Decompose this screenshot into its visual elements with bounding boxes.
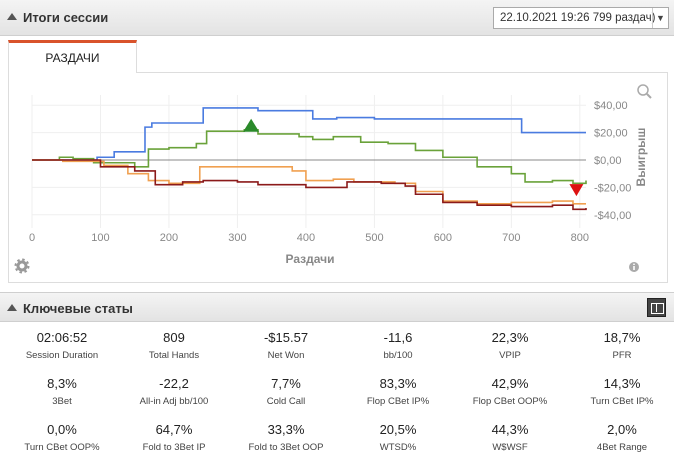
info-icon[interactable] xyxy=(629,262,639,272)
key-stats-header: Ключевые статы xyxy=(0,292,674,322)
x-tick-label: 100 xyxy=(91,232,109,244)
stat-item: 83,3% Flop CBet IP% xyxy=(342,376,454,407)
x-tick-label: 200 xyxy=(160,232,178,244)
stat-value: -11,6 xyxy=(383,330,413,345)
stat-value: 64,7% xyxy=(155,422,193,437)
stat-item: -$15.57 Net Won xyxy=(230,330,342,361)
y-tick-label: $20,00 xyxy=(594,128,628,140)
session-summary-header: Итоги сессии 22.10.2021 19:26 799 раздач… xyxy=(0,0,674,36)
stat-label: Fold to 3Bet IP xyxy=(142,442,206,453)
stat-label: Turn CBet OOP% xyxy=(24,442,100,453)
stat-item: 809 Total Hands xyxy=(118,330,230,361)
stat-value: 33,3% xyxy=(267,422,305,437)
stat-label: All-in Adj bb/100 xyxy=(139,396,209,407)
stat-item: 33,3% Fold to 3Bet OOP xyxy=(230,422,342,453)
stat-label: WTSD% xyxy=(379,442,417,453)
stat-item: -22,2 All-in Adj bb/100 xyxy=(118,376,230,407)
stat-item: -11,6 bb/100 xyxy=(342,330,454,361)
stat-item: 64,7% Fold to 3Bet IP xyxy=(118,422,230,453)
min-marker xyxy=(569,184,584,197)
stat-label: bb/100 xyxy=(383,350,413,361)
stat-item: 7,7% Cold Call xyxy=(230,376,342,407)
x-tick-label: 400 xyxy=(297,232,315,244)
stat-value: -22,2 xyxy=(159,376,189,391)
x-tick-label: 700 xyxy=(502,232,520,244)
stat-item: 20,5% WTSD% xyxy=(342,422,454,453)
stat-label: Flop CBet IP% xyxy=(366,396,430,407)
layout-toggle-icon[interactable] xyxy=(647,298,666,317)
x-tick-label: 300 xyxy=(228,232,246,244)
chevron-down-icon[interactable]: ▼ xyxy=(652,8,668,28)
stat-item: 14,3% Turn CBet IP% xyxy=(566,376,674,407)
stat-value: 14,3% xyxy=(603,376,641,391)
stat-label: Net Won xyxy=(267,350,305,361)
stat-item: 2,0% 4Bet Range xyxy=(566,422,674,453)
max-marker xyxy=(243,118,260,132)
y-tick-label: -$20,00 xyxy=(594,182,631,194)
stat-label: W$WSF xyxy=(492,442,528,453)
stat-item: 02:06:52 Session Duration xyxy=(6,330,118,361)
gear-icon[interactable] xyxy=(14,258,30,274)
stat-value: 44,3% xyxy=(491,422,529,437)
chart-markers xyxy=(243,118,584,197)
stat-value: 18,7% xyxy=(603,330,641,345)
tab-divider xyxy=(137,72,668,73)
stat-value: 42,9% xyxy=(491,376,529,391)
x-axis-label: Раздачи xyxy=(286,252,335,266)
x-tick-label: 0 xyxy=(29,232,35,244)
chart-grid xyxy=(31,95,586,228)
stat-label: 3Bet xyxy=(52,396,72,407)
chart-panel xyxy=(8,73,668,283)
stat-item: 44,3% W$WSF xyxy=(454,422,566,453)
stat-label: PFR xyxy=(612,350,632,361)
collapse-arrow-icon[interactable] xyxy=(7,304,17,311)
stat-label: Total Hands xyxy=(148,350,200,361)
stat-item: 22,3% VPIP xyxy=(454,330,566,361)
stat-value: 8,3% xyxy=(47,376,77,391)
stat-label: Flop CBet OOP% xyxy=(472,396,548,407)
stat-label: VPIP xyxy=(499,350,521,361)
x-tick-label: 800 xyxy=(571,232,589,244)
stat-item: 8,3% 3Bet xyxy=(6,376,118,407)
stat-value: 0,0% xyxy=(47,422,77,437)
stat-item: 0,0% Turn CBet OOP% xyxy=(6,422,118,453)
stat-label: Cold Call xyxy=(266,396,306,407)
x-tick-label: 500 xyxy=(365,232,383,244)
stat-value: 20,5% xyxy=(379,422,417,437)
stat-value: 809 xyxy=(163,330,185,345)
series-line-1 xyxy=(32,129,587,185)
stat-value: 7,7% xyxy=(271,376,301,391)
y-tick-label: -$40,00 xyxy=(594,210,631,222)
series-line-0 xyxy=(32,107,586,161)
session-select[interactable]: 22.10.2021 19:26 799 раздач) ▼ xyxy=(493,7,669,29)
stat-value: 02:06:52 xyxy=(36,330,88,345)
y-tick-label: $40,00 xyxy=(594,100,628,112)
key-stats-title: Ключевые статы xyxy=(23,301,133,316)
winnings-chart: 0 100 200 300 400 500 600 700 800 $40,00 $20,00 $0… xyxy=(14,84,652,274)
session-select-value: 22.10.2021 19:26 799 раздач) xyxy=(500,12,656,24)
stat-item: 42,9% Flop CBet OOP% xyxy=(454,376,566,407)
stat-value: -$15.57 xyxy=(263,330,309,345)
zoom-icon[interactable] xyxy=(637,84,652,99)
series-line-3 xyxy=(32,159,587,211)
x-tick-label: 600 xyxy=(434,232,452,244)
stat-label: Session Duration xyxy=(25,350,99,361)
stat-label: Fold to 3Bet OOP xyxy=(248,442,324,453)
collapse-arrow-icon[interactable] xyxy=(7,13,17,20)
y-axis-ticks: $40,00 $20,00 $0,00 -$20,00 -$40,00 xyxy=(594,100,631,222)
stat-value: 83,3% xyxy=(379,376,417,391)
session-summary-title: Итоги сессии xyxy=(23,10,109,25)
stat-label: 4Bet Range xyxy=(596,442,648,453)
chart-series xyxy=(32,107,587,211)
y-tick-label: $0,00 xyxy=(594,155,622,167)
stat-item: 18,7% PFR xyxy=(566,330,674,361)
stat-value: 2,0% xyxy=(607,422,637,437)
x-axis-ticks: 0 100 200 300 400 500 600 700 800 xyxy=(29,232,589,244)
stat-value: 22,3% xyxy=(491,330,529,345)
y-axis-label: Выигрыш xyxy=(634,128,648,187)
tab-hands[interactable]: РАЗДАЧИ xyxy=(8,40,137,73)
stat-label: Turn CBet IP% xyxy=(590,396,654,407)
